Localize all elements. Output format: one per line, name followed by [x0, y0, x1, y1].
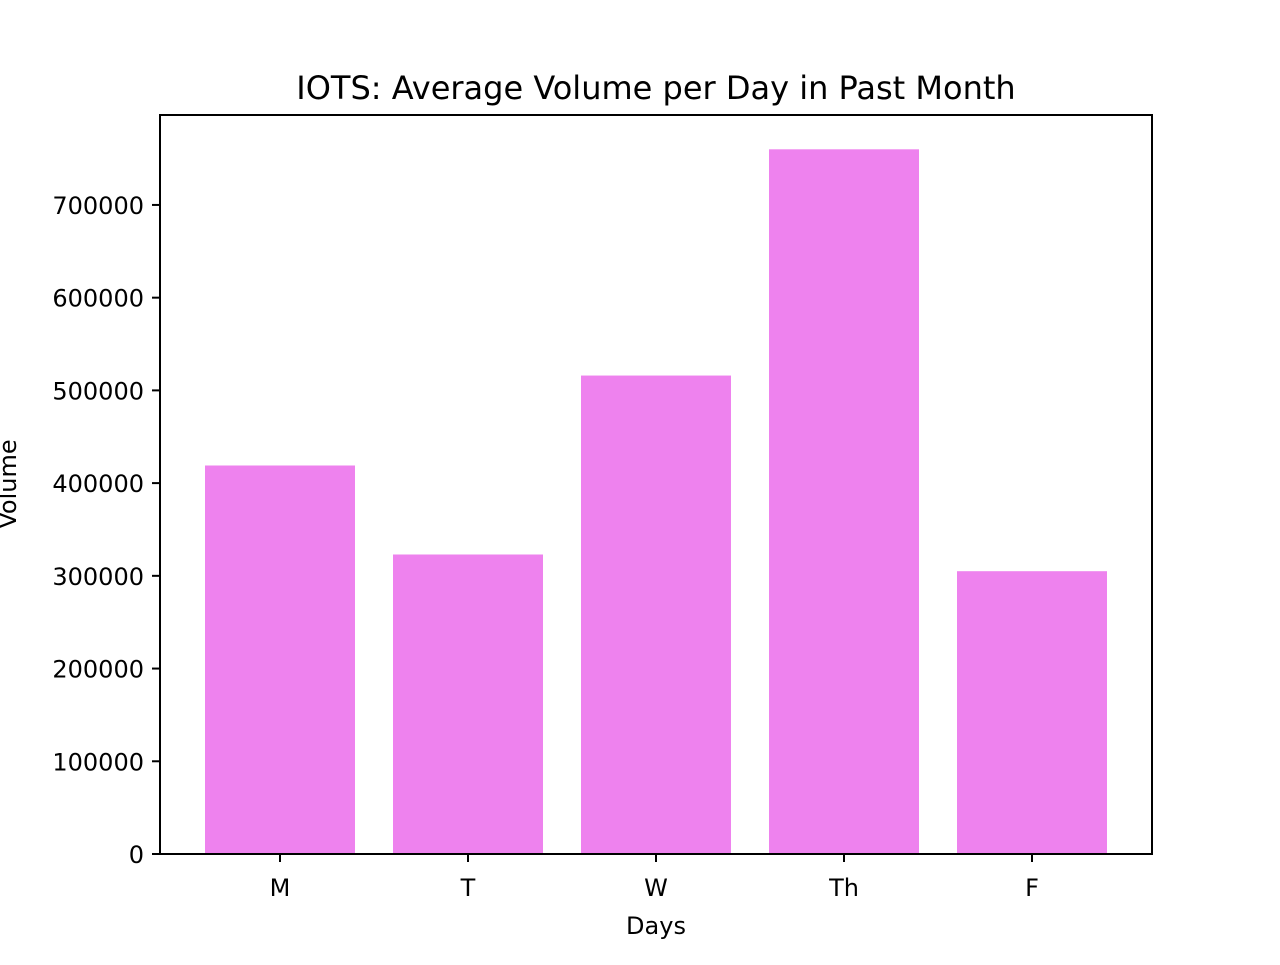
- y-tick-label: 700000: [52, 192, 144, 220]
- x-tick-label: F: [1025, 874, 1039, 902]
- x-tick-label: M: [270, 874, 291, 902]
- x-tick-label: W: [644, 874, 668, 902]
- y-tick-label: 500000: [52, 377, 144, 405]
- y-tick-label: 200000: [52, 656, 144, 684]
- y-tick-label: 0: [129, 841, 144, 869]
- bar-w: [581, 375, 731, 854]
- bar-th: [769, 149, 919, 855]
- y-tick-label: 400000: [52, 470, 144, 498]
- bar-t: [393, 554, 543, 854]
- y-axis-label: Volume: [0, 439, 22, 528]
- x-tick-label: Th: [828, 874, 859, 902]
- y-axis: 0 100000 200000 300000 400000 500000 600000 700…: [52, 192, 160, 869]
- x-axis: M T W Th F: [270, 854, 1039, 902]
- y-tick-label: 100000: [52, 748, 144, 776]
- bar-f: [957, 571, 1107, 854]
- x-axis-label: Days: [626, 912, 686, 940]
- y-tick-label: 300000: [52, 563, 144, 591]
- bar-m: [205, 465, 355, 854]
- x-tick-label: T: [460, 874, 476, 902]
- bars-layer: [205, 149, 1107, 855]
- y-tick-label: 600000: [52, 285, 144, 313]
- chart-title: IOTS: Average Volume per Day in Past Mon…: [296, 69, 1015, 107]
